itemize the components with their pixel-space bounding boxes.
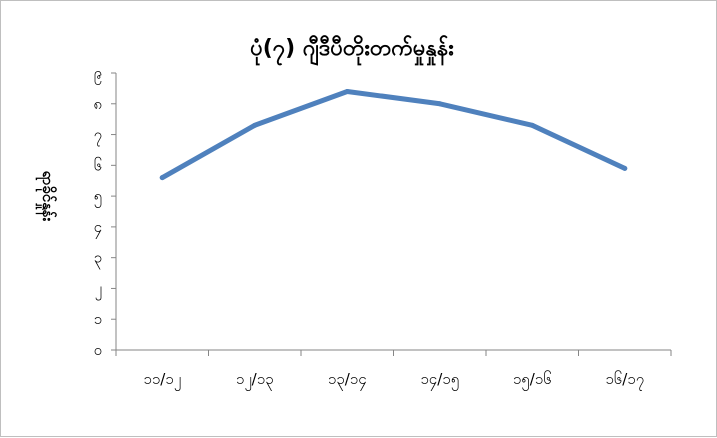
y-tick-label: ၀ (94, 341, 102, 359)
y-tick-label: ၃ (94, 249, 102, 270)
y-tick-label: ၄ (94, 218, 102, 239)
y-axis-label: ရာခိုင်နှုန်း (35, 171, 58, 222)
x-axis-ticks: ၁၁/၁၂ ၁၂/၁၃ ၁၃/၁၄ ၁၄/၁၅ ၁၅/၁၆ ၁၆/၁၇ (115, 350, 672, 391)
y-tick-label: ၆ (94, 156, 102, 174)
y-tick-label: ၁ (94, 310, 102, 328)
x-tick-label: ၁၅/၁၆ (513, 370, 552, 391)
x-tick-label: ၁၂/၁၃ (236, 370, 274, 391)
series-line (159, 88, 628, 181)
y-tick-label: ၂ (95, 279, 102, 300)
data-point (437, 101, 443, 107)
y-tick-label: ၉ (94, 64, 102, 85)
data-point (622, 165, 628, 171)
x-tick-label: ၁၁/၁၂ (143, 370, 181, 391)
data-point (529, 122, 535, 128)
y-tick-label: ၈ (93, 95, 102, 113)
x-tick-label: ၁၃/၁၄ (328, 370, 367, 391)
chart-title: ပုံ(၇) ဂျီဒီပီတိုးတက်မှုနှုန်း (250, 34, 454, 66)
series-group (159, 88, 628, 181)
data-point (159, 175, 165, 181)
y-tick-label: ၇ (94, 126, 102, 147)
y-tick-label: ၅ (94, 187, 102, 208)
y-axis-ticks: ၀ ၁ ၂ ၃ ၄ ၅ ၆ ၇ ၈ ၉ (93, 64, 116, 359)
x-tick-label: ၁၆/၁၇ (605, 370, 644, 391)
x-tick-label: ၁၄/၁၅ (420, 370, 459, 391)
data-point (344, 88, 350, 94)
data-point (252, 122, 258, 128)
